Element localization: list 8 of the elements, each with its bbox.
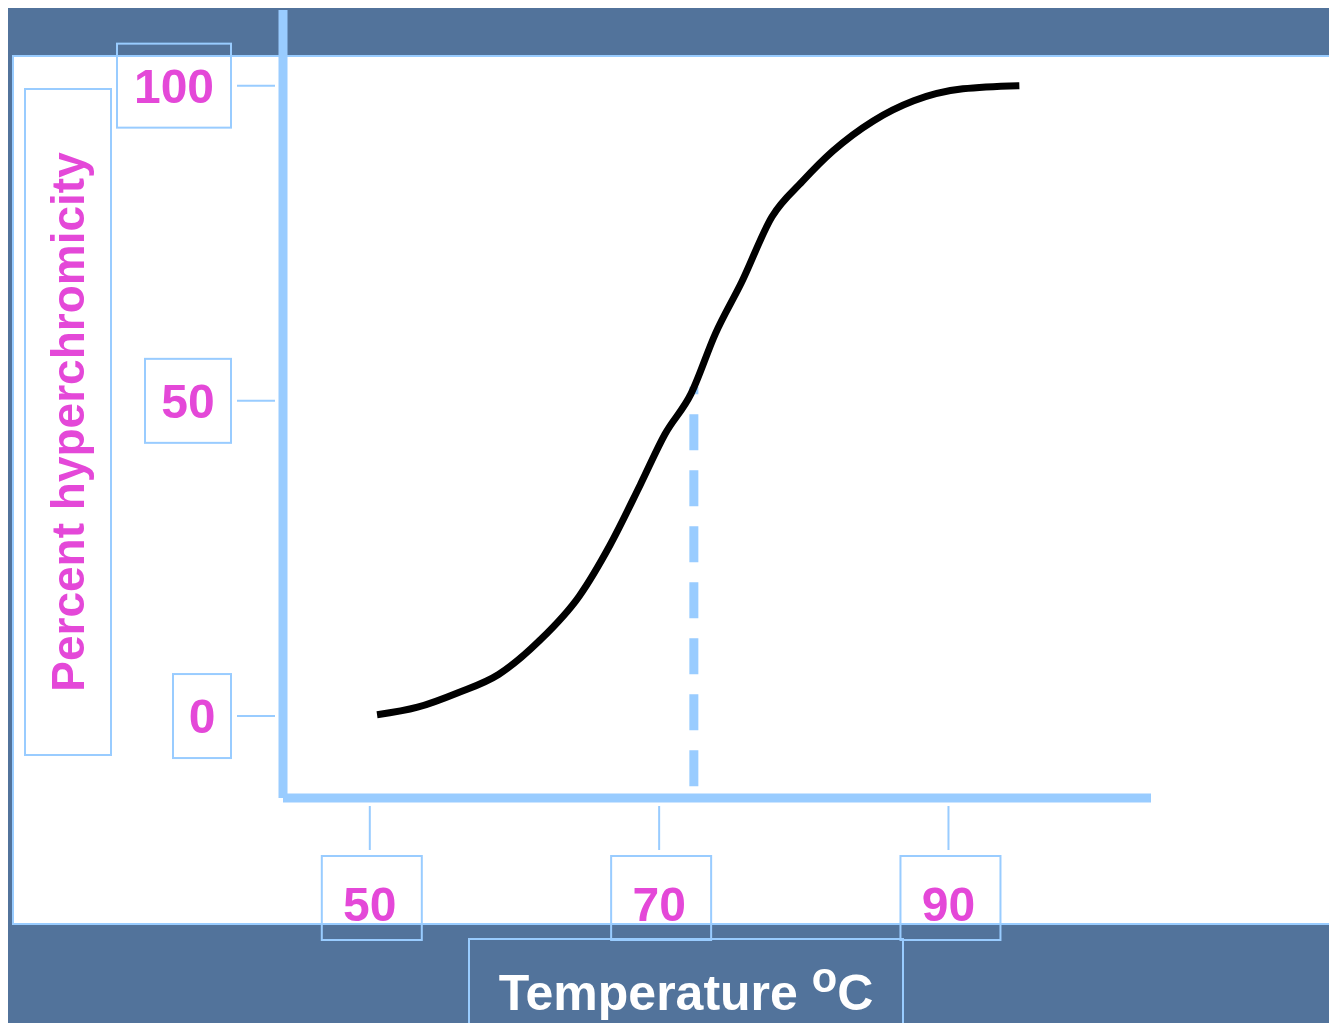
x-axis-title: Temperature $^{o}$C (468, 938, 904, 1023)
y-tick-label: 100 (133, 59, 215, 113)
x-tick-label: 90 (921, 878, 976, 931)
y-axis-title: Percent hyperchromicity (41, 152, 95, 692)
y-tick-label: 50 (161, 374, 215, 428)
x-tick-label: 50 (343, 878, 397, 931)
x-tick-label: 70 (632, 878, 686, 931)
y-tick-label: 0 (188, 690, 216, 744)
